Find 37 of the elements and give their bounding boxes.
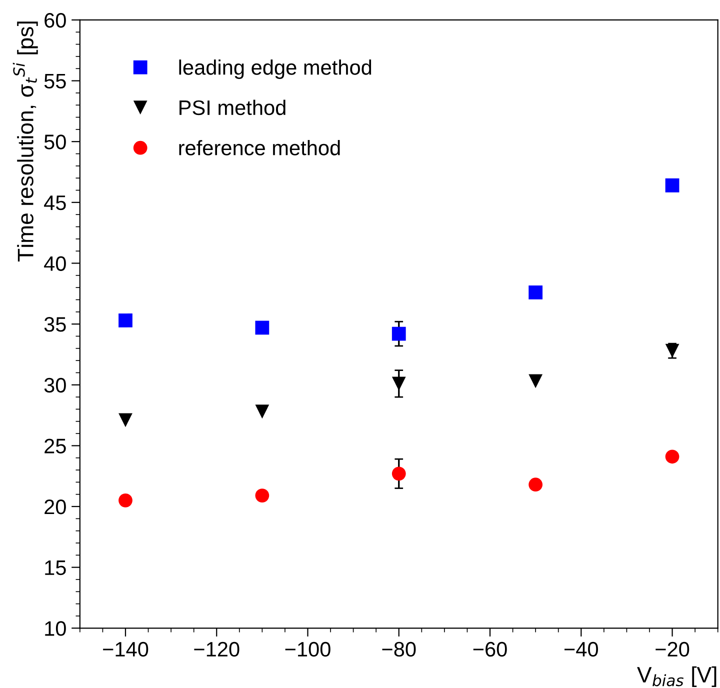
y-tick-label: 35 — [44, 317, 66, 332]
point — [392, 466, 406, 481]
point — [665, 450, 680, 464]
x-tick-label: −60 — [473, 642, 507, 657]
y-tick-label: 25 — [44, 438, 66, 454]
point — [118, 493, 132, 508]
point — [118, 313, 132, 328]
x-tick-label: −100 — [285, 642, 330, 657]
y-axis-title: Time resolution, σ$_{t}$$^{Si}$ [ps] — [12, 22, 38, 262]
point — [528, 285, 543, 300]
legend-label: leading edge method — [179, 60, 372, 79]
legend-label: PSI method — [180, 100, 286, 116]
x-tick-label: −80 — [382, 642, 416, 657]
y-tick-label: 60 — [44, 12, 66, 28]
x-tick-label: −40 — [564, 642, 598, 657]
y-tick-label: 20 — [44, 500, 66, 514]
point — [255, 488, 270, 503]
point — [255, 404, 270, 419]
point — [118, 413, 132, 428]
y-tick-label: 55 — [44, 74, 66, 89]
point — [528, 478, 543, 492]
point — [392, 326, 406, 341]
point — [528, 374, 543, 388]
x-tick-label: −120 — [194, 642, 240, 657]
x-axis-title: V$_{bias}$ [V] — [637, 666, 716, 688]
x-tick-label: −140 — [103, 642, 148, 657]
point — [255, 320, 270, 335]
y-tick-label: 45 — [44, 196, 66, 210]
y-tick-label: 10 — [45, 621, 66, 636]
point — [392, 376, 406, 391]
y-tick-label: 50 — [44, 134, 66, 150]
x-tick-label: −20 — [656, 642, 690, 657]
legend-label: reference method — [179, 140, 340, 156]
point — [665, 178, 680, 192]
y-tick-label: 15 — [45, 560, 66, 576]
y-tick-label: 40 — [44, 256, 66, 271]
y-tick-label: 30 — [44, 378, 66, 393]
